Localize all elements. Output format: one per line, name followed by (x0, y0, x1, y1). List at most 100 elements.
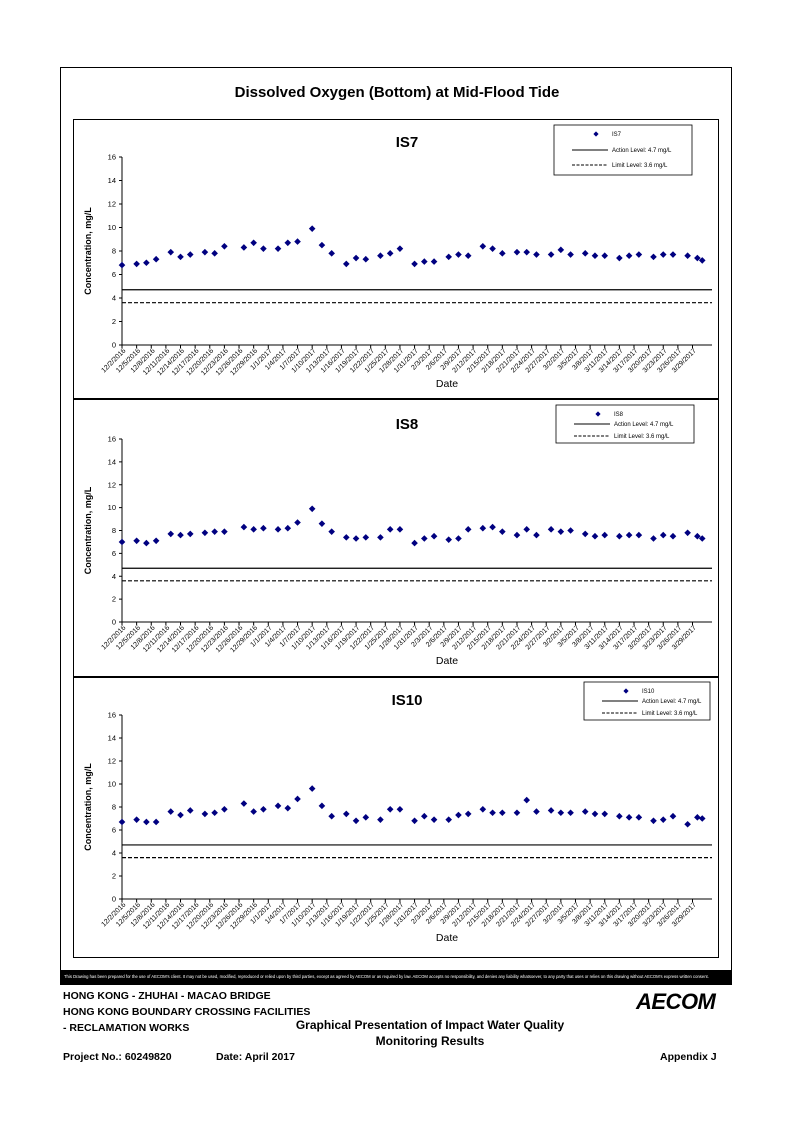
y-tick-label: 4 (112, 572, 116, 581)
x-axis-label: Date (436, 655, 458, 667)
data-point (513, 248, 521, 256)
legend-label-limit: Limit Level: 3.6 mg/L (612, 163, 668, 169)
data-point (260, 524, 267, 532)
data-point (221, 243, 228, 250)
data-point (352, 254, 360, 262)
legend-label-action: Action Level: 4.7 mg/L (614, 422, 674, 428)
data-point (328, 812, 335, 820)
x-axis-label: Date (436, 932, 458, 944)
data-point (533, 251, 540, 258)
data-point (201, 810, 209, 818)
data-point (567, 527, 574, 534)
chart-is8: IS8024681012141612/2/201612/5/201612/8/2… (83, 404, 712, 667)
data-point (499, 528, 506, 535)
drawing-frame (60, 67, 732, 985)
y-tick-label: 0 (112, 341, 116, 350)
data-point (352, 535, 360, 542)
data-point (669, 532, 677, 540)
data-point (533, 531, 540, 539)
data-point (547, 807, 555, 814)
legend-label-limit: Limit Level: 3.6 mg/L (614, 434, 670, 440)
y-tick-label: 4 (112, 294, 116, 303)
report-date: Date: April 2017 (216, 1051, 295, 1063)
chart-panel-is8: IS8 0 2 4 6 8 10 12 14 16 12/2/2016 12/5/2016 12/8/2… (73, 399, 719, 677)
data-point (581, 250, 589, 257)
data-point (567, 809, 574, 817)
data-point (445, 253, 452, 261)
y-tick-label: 8 (112, 803, 116, 812)
data-point (260, 245, 267, 252)
data-point (274, 245, 282, 252)
y-tick-label: 14 (108, 457, 116, 466)
data-point (308, 785, 316, 792)
legend-label-series: IS10 (642, 689, 655, 695)
data-point (523, 526, 531, 533)
data-point (250, 239, 257, 247)
data-point (445, 536, 452, 543)
chart-title: IS7 (396, 134, 419, 151)
data-point (455, 251, 462, 258)
data-point (284, 804, 292, 812)
project-line-3: - RECLAMATION WORKS (63, 1022, 190, 1034)
data-point (411, 260, 418, 268)
data-point (318, 520, 326, 527)
data-point (513, 531, 521, 539)
page-title: Dissolved Oxygen (Bottom) at Mid-Flood T… (234, 84, 560, 101)
data-point (684, 820, 691, 828)
data-point (547, 526, 555, 533)
data-point (625, 531, 633, 539)
data-point (250, 808, 257, 815)
data-point (274, 802, 282, 810)
data-point (342, 534, 350, 541)
y-tick-label: 10 (108, 780, 116, 789)
data-point (177, 811, 184, 819)
y-tick-label: 6 (112, 549, 116, 558)
data-point (221, 806, 228, 813)
data-point (133, 537, 140, 545)
data-point (167, 808, 175, 815)
data-point (118, 261, 126, 269)
data-point (430, 816, 438, 823)
y-tick-label: 6 (112, 826, 116, 835)
data-point (659, 816, 667, 823)
data-point (250, 526, 257, 533)
data-point (362, 255, 370, 263)
data-point (308, 225, 316, 232)
project-number: Project No.: 60249820 (63, 1051, 172, 1063)
y-tick-label: 4 (112, 849, 116, 858)
data-point (421, 812, 428, 820)
y-axis-label: Concentration, mg/L (83, 486, 93, 574)
data-point (201, 248, 209, 256)
data-point (694, 814, 701, 821)
data-point (152, 818, 160, 826)
data-point (464, 526, 472, 533)
data-point (240, 800, 248, 807)
data-point (547, 251, 555, 258)
y-tick-label: 12 (108, 757, 116, 766)
y-tick-label: 12 (108, 200, 116, 209)
data-point (694, 254, 701, 262)
data-point (591, 252, 599, 259)
chart-panel-is7: IS7 0 2 4 6 8 10 12 14 16 12/2/2016 12/5/2016 12/8/2… (73, 119, 719, 399)
y-axis-label: Concentration, mg/L (83, 763, 93, 851)
data-point (396, 806, 404, 813)
data-point (581, 530, 589, 538)
data-point (152, 537, 160, 545)
data-point (513, 809, 521, 817)
data-point (284, 239, 292, 247)
data-point (591, 810, 599, 818)
y-tick-label: 16 (108, 435, 116, 444)
y-tick-label: 6 (112, 270, 116, 279)
data-point (698, 535, 706, 542)
data-point (669, 251, 677, 258)
data-point (342, 810, 350, 818)
project-line-2: HONG KONG BOUNDARY CROSSING FACILITIES (63, 1006, 311, 1018)
y-tick-label: 16 (108, 711, 116, 720)
data-point (240, 244, 248, 251)
data-point (186, 251, 194, 258)
disclaimer-bar: This Drawing has been prepared for the u… (61, 970, 731, 984)
data-point (318, 802, 326, 810)
data-point (143, 259, 150, 267)
data-point (616, 254, 623, 262)
data-point (669, 812, 677, 820)
